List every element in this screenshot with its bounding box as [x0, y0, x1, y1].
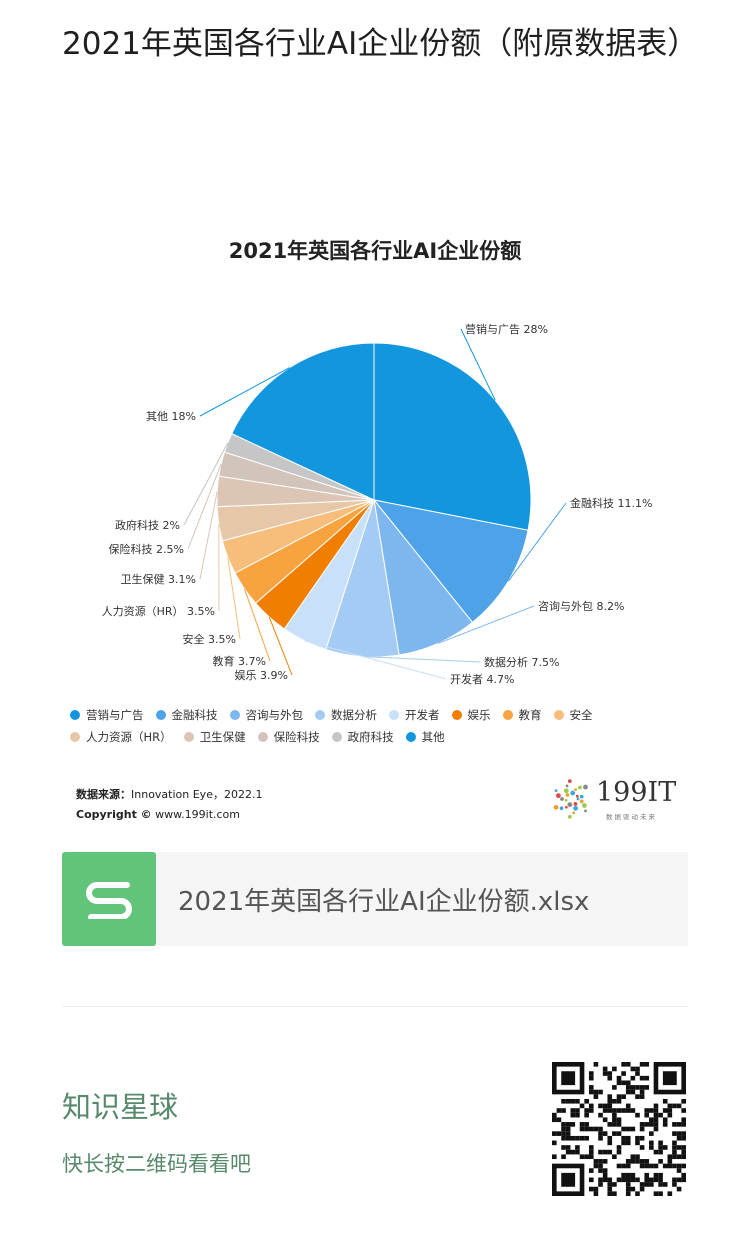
pie-slice [372, 499, 529, 624]
attachment-card[interactable]: 2021年英国各行业AI企业份额.xlsx [62, 852, 688, 946]
legend-label: 开发者 [405, 708, 440, 722]
legend-label: 安全 [569, 708, 593, 722]
legend-item: 开发者 [389, 708, 440, 722]
source-text: Innovation Eye，2022.1 [131, 788, 263, 801]
legend-item: 金融科技 [155, 708, 218, 722]
slice-label: 卫生保健 3.1% [121, 572, 196, 586]
legend-swatch [451, 710, 462, 720]
legend-item: 其他 [405, 730, 445, 744]
leader-line [187, 463, 222, 550]
leader-line [460, 328, 496, 401]
source-label: 数据来源： [76, 788, 131, 801]
article-title: 2021年英国各行业AI企业份额（附原数据表） [62, 26, 699, 62]
qr-code-icon[interactable] [552, 1062, 686, 1196]
slice-label: 金融科技 11.1% [570, 496, 652, 510]
legend-item: 政府科技 [331, 730, 394, 744]
legend-item: 卫生保健 [183, 730, 246, 744]
copyright-label: Copyright © [76, 808, 152, 821]
brand-dots-icon [553, 779, 588, 819]
legend-label: 金融科技 [171, 708, 218, 722]
legend-swatch [229, 710, 240, 720]
legend-label: 其他 [421, 730, 445, 744]
slice-label: 数据分析 7.5% [484, 655, 559, 669]
copyright-text: www.199it.com [155, 808, 241, 821]
legend-label: 营销与广告 [86, 708, 144, 722]
promo-subtitle: 快长按二维码看看吧 [62, 1152, 251, 1176]
brand-logo: 199IT 数据驱动未来 [550, 775, 680, 825]
leader-line [507, 502, 567, 582]
slice-label: 安全 3.5% [183, 632, 236, 646]
legend-swatch [331, 732, 342, 742]
slice-label: 营销与广告 28% [465, 322, 548, 336]
slice-label: 保险科技 2.5% [109, 542, 184, 556]
legend-swatch [183, 732, 194, 742]
legend-label: 教育 [518, 708, 542, 722]
legend-label: 人力资源（HR） [86, 730, 172, 744]
legend-label: 卫生保健 [199, 730, 246, 744]
slice-label: 其他 18% [146, 410, 196, 423]
legend-item: 安全 [553, 708, 593, 722]
slice-label: 教育 3.7% [213, 654, 266, 668]
chart-legend: 营销与广告 金融科技 咨询与外包 数据分析 开发者 娱乐 教育 安全人力资源（HR） 卫生保健 保… [70, 708, 690, 744]
legend-item: 咨询与外包 [229, 708, 304, 722]
pie-chart: 营销与广告 28% 金融科技 11.1% 咨询与外包 8.2% 数据分析 7.5% 开发… [102, 322, 653, 686]
attachment-file-name: 2021年英国各行业AI企业份额.xlsx [178, 886, 590, 917]
legend-swatch [405, 732, 416, 742]
legend-swatch [315, 710, 325, 720]
legend-swatch [553, 710, 564, 720]
leader-line [199, 491, 218, 580]
legend-swatch [389, 710, 399, 720]
chart-card: 2021年英国各行业AI企业份额 营销与广告 28% 金融科技 11.1% 咨询与外… [60, 215, 690, 835]
legend-item: 保险科技 [257, 730, 320, 744]
legend-item: 营销与广告 [70, 708, 144, 722]
legend-item: 数据分析 [315, 708, 377, 722]
leader-line [268, 616, 293, 676]
promo-title: 知识星球 [62, 1090, 179, 1124]
legend-swatch [70, 710, 80, 720]
slice-label: 咨询与外包 8.2% [538, 599, 624, 613]
slice-label: 政府科技 2% [115, 518, 180, 532]
leader-line [199, 367, 290, 417]
pie-slice [373, 342, 532, 531]
leader-line [304, 640, 447, 680]
brand-slogan: 数据驱动未来 [606, 813, 657, 821]
legend-item: 娱乐 [451, 708, 491, 722]
slice-label: 人力资源（HR） 3.5% [102, 604, 215, 618]
slice-label: 开发者 4.7% [450, 672, 514, 686]
leader-line [183, 442, 229, 526]
divider [62, 1006, 688, 1007]
legend-swatch [257, 732, 268, 742]
legend-label: 数据分析 [331, 708, 377, 722]
legend-item: 教育 [502, 708, 542, 722]
leader-line [243, 588, 271, 662]
legend-label: 保险科技 [273, 730, 320, 744]
leader-line [437, 605, 535, 644]
legend-label: 娱乐 [467, 708, 491, 722]
legend-label: 咨询与外包 [245, 708, 304, 722]
legend-label: 政府科技 [347, 730, 394, 744]
legend-swatch [155, 710, 166, 720]
legend-swatch [70, 732, 80, 742]
legend-swatch [502, 710, 513, 720]
chart-title: 2021年英国各行业AI企业份额 [228, 239, 522, 263]
brand-name: 199IT [596, 777, 677, 808]
leader-line [362, 656, 481, 663]
leader-line [227, 557, 241, 640]
legend-item: 人力资源（HR） [70, 730, 172, 744]
spreadsheet-s-icon [62, 852, 156, 946]
slice-label: 娱乐 3.9% [235, 668, 288, 682]
source-block: 数据来源：Innovation Eye，2022.1 Copyright © w… [76, 785, 262, 825]
